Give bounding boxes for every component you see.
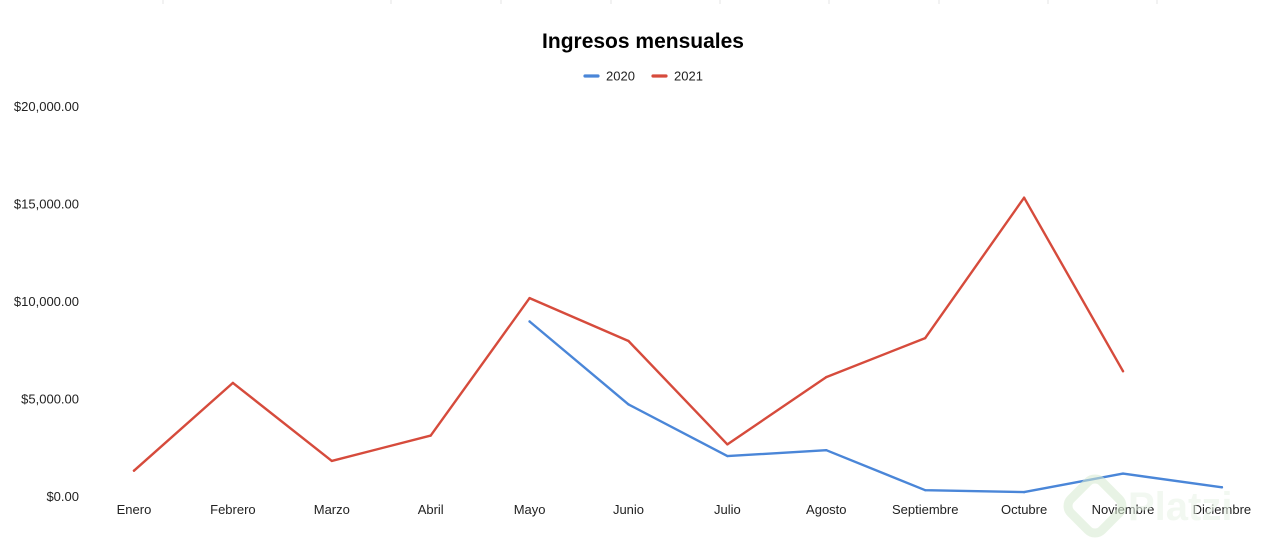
x-tick-label: Agosto	[806, 502, 846, 517]
data-point-2020	[1022, 490, 1026, 494]
x-tick-label: Febrero	[210, 502, 256, 517]
series-line-2021	[132, 196, 1125, 472]
x-tick-label: Septiembre	[892, 502, 958, 517]
x-tick-label: Octubre	[1001, 502, 1047, 517]
x-tick-label: Diciembre	[1193, 502, 1252, 517]
x-tick-label: Junio	[613, 502, 644, 517]
legend-label: 2020	[606, 69, 635, 84]
legend: 2020 2021	[583, 69, 703, 84]
data-point-2021	[1022, 196, 1026, 199]
series-line-2020	[528, 320, 1224, 494]
x-tick-label: Mayo	[514, 502, 546, 517]
data-point-2021	[429, 434, 432, 437]
data-point-2020	[726, 454, 729, 458]
x-tick-label: Julio	[714, 502, 741, 517]
data-point-2021	[330, 459, 333, 463]
y-tick-label: $5,000.00	[21, 392, 79, 407]
x-tick-label: Marzo	[314, 502, 350, 517]
series-2021	[132, 196, 1125, 472]
legend-item-2020: 2020	[583, 69, 635, 84]
series-2020	[528, 320, 1224, 494]
series-layer	[132, 196, 1224, 494]
data-point-2021	[627, 339, 630, 343]
data-point-2021	[231, 381, 235, 385]
data-point-2021	[924, 336, 927, 340]
data-point-2020	[627, 403, 630, 406]
y-tick-label: $15,000.00	[14, 197, 79, 212]
watermark-text: Platzi	[1128, 485, 1232, 529]
data-point-2021	[132, 469, 136, 472]
y-tick-label: $10,000.00	[14, 294, 79, 309]
chart-title: Ingresos mensuales	[542, 30, 744, 53]
data-point-2021	[825, 375, 828, 379]
data-point-2020	[1121, 472, 1125, 475]
legend-item-2021: 2021	[651, 69, 703, 84]
top-border-ticks	[162, 0, 1158, 4]
x-tick-label: Enero	[117, 502, 152, 517]
data-point-2021	[726, 443, 729, 446]
legend-label: 2021	[674, 69, 703, 84]
y-tick-label: $20,000.00	[14, 99, 79, 114]
platzi-logo-icon	[1063, 474, 1127, 538]
y-tick-label: $0.00	[46, 489, 79, 504]
platzi-watermark: Platzi	[1063, 474, 1232, 538]
data-point-2021	[1121, 370, 1125, 373]
data-point-2021	[528, 296, 531, 300]
data-point-2020	[825, 449, 828, 452]
x-tick-label: Abril	[418, 502, 444, 517]
data-point-2020	[528, 320, 531, 323]
data-point-2020	[1220, 486, 1224, 489]
y-axis: $0.00 $5,000.00 $10,000.00 $15,000.00 $20,00…	[14, 99, 79, 504]
x-axis: Enero Febrero Marzo Abril Mayo Junio Julio Agos…	[117, 502, 1252, 517]
data-point-2020	[924, 488, 927, 492]
